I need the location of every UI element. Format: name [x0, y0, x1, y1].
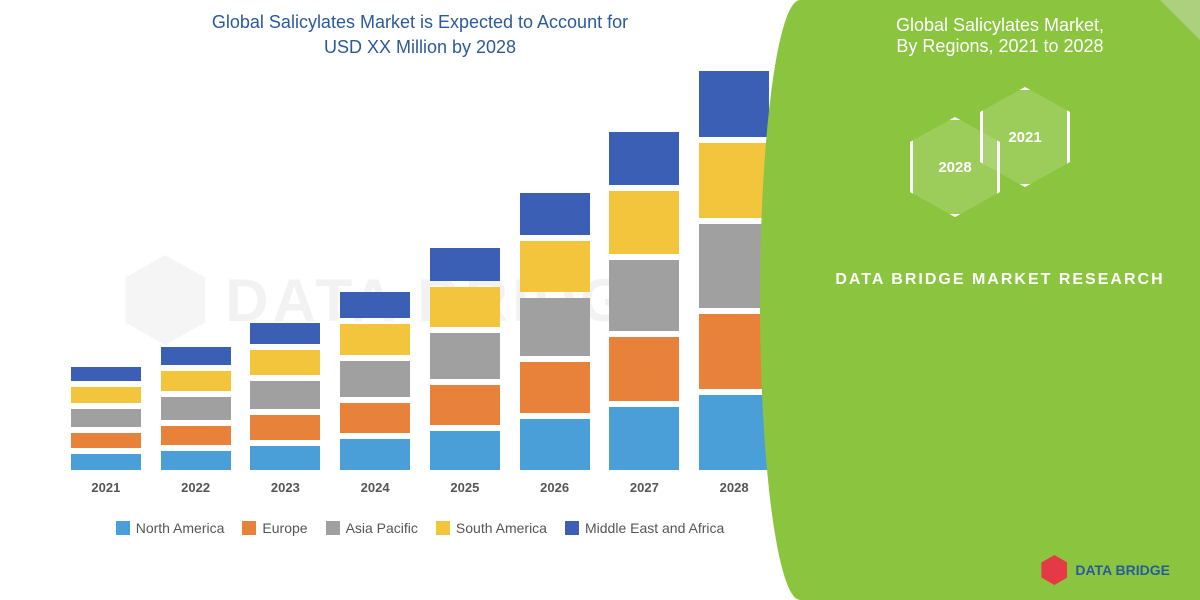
xlabel: 2022: [181, 480, 210, 495]
brand-text: DATA BRIDGE MARKET RESEARCH: [820, 267, 1180, 293]
segment-south-america: [609, 191, 679, 255]
segment-asia-pacific: [699, 224, 769, 308]
segment-europe: [340, 403, 410, 434]
segment-north-america: [340, 439, 410, 470]
legend-swatch-icon: [242, 521, 256, 535]
segment-middle-east-and-africa: [699, 71, 769, 137]
segment-asia-pacific: [71, 409, 141, 427]
bar-2026: 2026: [520, 187, 590, 471]
legend-item: Middle East and Africa: [565, 520, 724, 536]
legend-swatch-icon: [116, 521, 130, 535]
xlabel: 2028: [720, 480, 749, 495]
segment-south-america: [161, 371, 231, 390]
bars-area: 20212022202320242025202620272028: [60, 90, 780, 470]
legend-label: Middle East and Africa: [585, 520, 724, 536]
segment-north-america: [609, 407, 679, 471]
chart-panel: DATA BRIDGE Global Salicylates Market is…: [0, 0, 800, 600]
segment-europe: [161, 426, 231, 445]
segment-north-america: [430, 431, 500, 471]
bar-2021: 2021: [71, 361, 141, 471]
side-panel-title: Global Salicylates Market,By Regions, 20…: [820, 15, 1180, 57]
curve-decoration: [760, 0, 840, 600]
segment-south-america: [430, 287, 500, 327]
segment-north-america: [71, 454, 141, 470]
legend-label: Europe: [262, 520, 307, 536]
segment-europe: [609, 337, 679, 401]
hex-label-2021: 2021: [1008, 129, 1041, 146]
legend-swatch-icon: [436, 521, 450, 535]
segment-south-america: [340, 324, 410, 355]
segment-asia-pacific: [609, 260, 679, 331]
legend-label: Asia Pacific: [346, 520, 418, 536]
xlabel: 2026: [540, 480, 569, 495]
segment-middle-east-and-africa: [430, 248, 500, 282]
segment-middle-east-and-africa: [340, 292, 410, 319]
segment-asia-pacific: [340, 361, 410, 396]
segment-north-america: [250, 446, 320, 471]
footer-brand-text: DATA BRIDGE: [1075, 563, 1170, 577]
segment-asia-pacific: [250, 381, 320, 409]
chart-title: Global Salicylates Market is Expected to…: [60, 10, 780, 60]
segment-middle-east-and-africa: [609, 132, 679, 185]
segment-north-america: [520, 419, 590, 470]
segment-south-america: [71, 387, 141, 403]
segment-asia-pacific: [161, 397, 231, 420]
logo-hex-icon: [1041, 555, 1067, 585]
legend-label: North America: [136, 520, 225, 536]
legend-item: Europe: [242, 520, 307, 536]
stacked-bar-chart: 2021 2022 2023 2024 2025 2026 2027 2028: [60, 80, 780, 500]
legend-label: South America: [456, 520, 547, 536]
segment-europe: [699, 314, 769, 389]
bar-2023: 2023: [250, 317, 320, 471]
xlabel: 2024: [361, 480, 390, 495]
bar-2028: 2028: [699, 65, 769, 471]
segment-middle-east-and-africa: [520, 193, 590, 235]
chart-legend: North America Europe Asia Pacific South Ame…: [60, 520, 780, 536]
bar-2022: 2022: [161, 341, 231, 470]
side-panel: Global Salicylates Market,By Regions, 20…: [800, 0, 1200, 600]
hexagon-2021: 2021: [980, 87, 1070, 187]
hex-label-2028: 2028: [938, 159, 971, 176]
segment-europe: [430, 385, 500, 425]
segment-asia-pacific: [430, 333, 500, 379]
segment-europe: [520, 362, 590, 413]
segment-south-america: [520, 241, 590, 292]
bar-2027: 2027: [609, 126, 679, 471]
segment-north-america: [161, 451, 231, 470]
segment-north-america: [699, 395, 769, 470]
segment-south-america: [250, 350, 320, 375]
segment-south-america: [699, 143, 769, 218]
legend-item: Asia Pacific: [326, 520, 418, 536]
legend-item: South America: [436, 520, 547, 536]
bar-2024: 2024: [340, 286, 410, 471]
segment-europe: [250, 415, 320, 440]
footer-logo: DATA BRIDGE: [1041, 555, 1170, 585]
infographic-container: DATA BRIDGE Global Salicylates Market is…: [0, 0, 1200, 600]
hexagon-badges: 2028 2021: [910, 87, 1090, 227]
segment-middle-east-and-africa: [71, 367, 141, 381]
segment-middle-east-and-africa: [250, 323, 320, 344]
legend-swatch-icon: [326, 521, 340, 535]
legend-item: North America: [116, 520, 225, 536]
legend-swatch-icon: [565, 521, 579, 535]
xlabel: 2023: [271, 480, 300, 495]
segment-europe: [71, 433, 141, 449]
xlabel: 2027: [630, 480, 659, 495]
segment-middle-east-and-africa: [161, 347, 231, 365]
xlabel: 2021: [91, 480, 120, 495]
segment-asia-pacific: [520, 298, 590, 355]
bar-2025: 2025: [430, 242, 500, 471]
xlabel: 2025: [450, 480, 479, 495]
